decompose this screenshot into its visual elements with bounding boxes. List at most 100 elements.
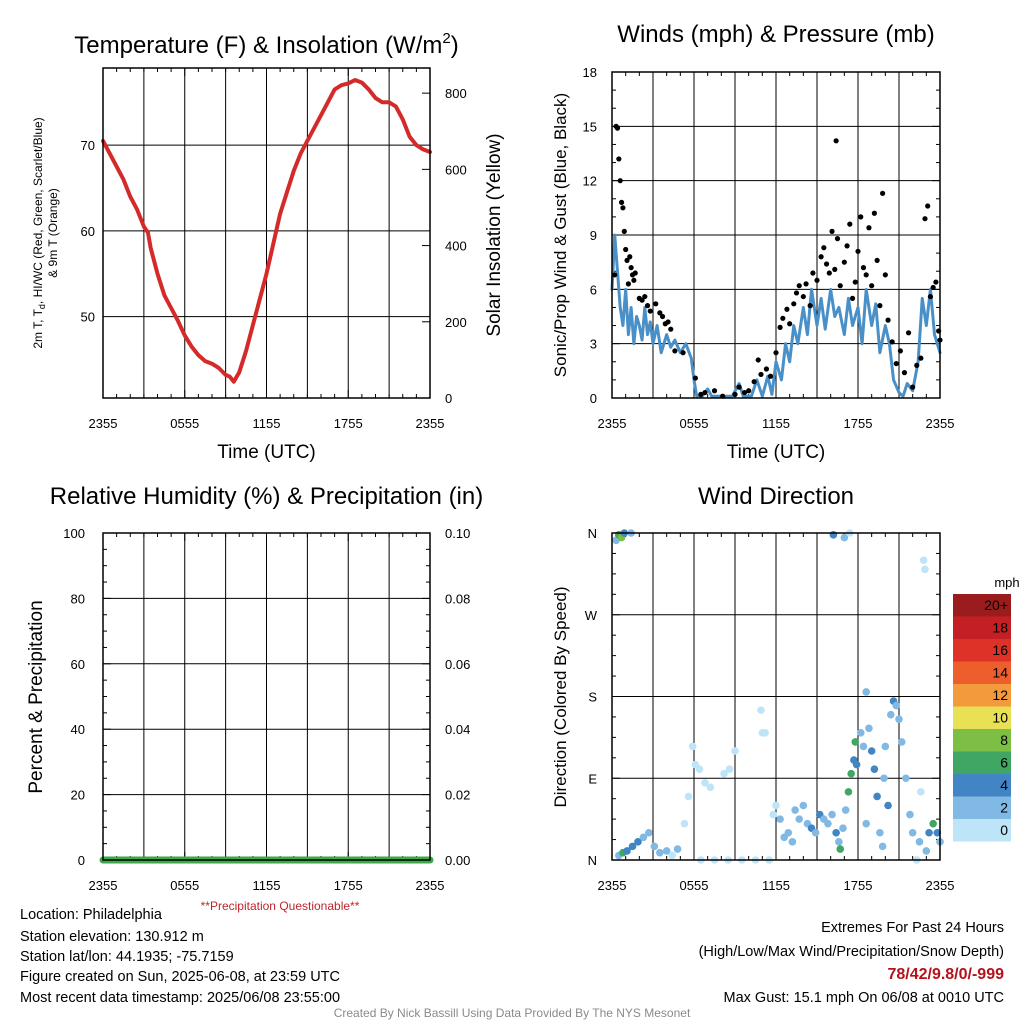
x-tick-label: 1155	[253, 878, 281, 893]
y2-tick-label: 0.06	[445, 657, 470, 672]
wind-direction-point	[662, 847, 671, 855]
wind-direction-point	[906, 810, 914, 819]
gust-point	[787, 321, 793, 327]
gust-point	[642, 293, 648, 300]
y2-tick-label: 600	[445, 162, 467, 177]
colorbar-label: 4	[1000, 777, 1008, 793]
gust-point	[763, 366, 770, 372]
gust-point	[627, 254, 633, 260]
gust-point	[877, 303, 883, 309]
x-tick-label: 1755	[844, 416, 873, 431]
gust-point	[800, 293, 806, 300]
x-tick-label: 1155	[762, 416, 790, 431]
gust-point	[855, 248, 861, 254]
chart-title: Wind Direction	[698, 483, 854, 510]
gust-point	[866, 225, 872, 231]
wind-direction-point	[895, 715, 903, 724]
wind-direction-point	[684, 792, 693, 801]
wind-direction-point	[680, 819, 689, 828]
wind-direction-point	[628, 842, 637, 851]
temperature-line	[101, 78, 432, 384]
y-tick-label: N	[588, 853, 597, 868]
gust-point	[741, 389, 748, 396]
gust-point	[618, 199, 625, 205]
colorbar-swatch	[953, 796, 1011, 819]
y-label-part: , HI/WC (Red, Green, Scarlet/Blue)	[31, 117, 45, 304]
x-tick-label: 2355	[926, 416, 955, 431]
gust-point	[653, 301, 659, 307]
y-tick-label: 15	[583, 119, 597, 134]
gust-point	[803, 281, 809, 287]
wind-direction-point	[701, 778, 709, 787]
y-tick-label: 80	[71, 591, 85, 606]
gust-point	[834, 236, 841, 242]
wind-direction-point	[791, 806, 799, 814]
y2-tick-label: 0	[445, 391, 452, 406]
gust-point	[746, 388, 752, 394]
colorbar-swatch	[953, 706, 1011, 729]
y2-tick-label: 400	[445, 239, 467, 254]
gust-point	[644, 303, 651, 309]
gust-point	[897, 348, 903, 354]
gust-point	[793, 290, 800, 296]
gust-point	[918, 355, 924, 361]
colorbar-label: 14	[992, 665, 1008, 681]
gust-point	[869, 283, 875, 289]
wind-direction-point	[725, 765, 734, 773]
gust-point	[885, 317, 891, 323]
wind-direction-point	[884, 801, 892, 810]
y-tick-label: 20	[71, 788, 85, 803]
wind-direction-point	[902, 774, 910, 783]
y-axis-label: Percent & Precipitation	[26, 600, 47, 793]
wind-direction-point	[839, 824, 847, 833]
wind-direction-point	[847, 769, 855, 778]
x-tick-label: 0555	[680, 416, 709, 431]
y-tick-label: 50	[81, 310, 95, 325]
extremes-values: 78/42/9.8/0/-999	[887, 966, 1004, 983]
wind-direction-point	[788, 838, 797, 846]
y2-tick-label: 0.10	[445, 526, 470, 541]
max-gust: Max Gust: 15.1 mph On 06/08 at 0010 UTC	[723, 990, 1004, 1006]
x-tick-label: 2355	[598, 878, 627, 893]
gust-point	[829, 228, 835, 234]
gust-point	[777, 324, 783, 330]
wind-direction-point	[844, 788, 853, 796]
gust-point	[823, 261, 830, 267]
y2-tick-label: 0.04	[445, 722, 470, 737]
y-tick-label: 12	[583, 174, 597, 189]
wind-direction-point	[925, 828, 933, 837]
wind-direction-point	[695, 765, 704, 773]
wind-direction-point	[836, 845, 845, 853]
gust-point	[631, 277, 637, 283]
gust-point	[614, 125, 621, 131]
gust-point	[826, 270, 832, 276]
gust-point	[758, 371, 764, 378]
x-tick-label: 0555	[170, 416, 199, 431]
gust-point	[796, 283, 802, 289]
footer-credit: Created By Nick Bassill Using Data Provi…	[333, 1006, 691, 1020]
gust-point	[905, 330, 912, 336]
plot-border	[611, 532, 941, 861]
x-axis-label: Time (UTC)	[727, 442, 826, 463]
x-tick-label: 1755	[844, 878, 873, 893]
gust-point	[639, 297, 645, 303]
wind-direction-point	[639, 833, 648, 842]
colorbar-swatch	[953, 639, 1011, 662]
x-tick-label: 2355	[926, 878, 955, 893]
wind-direction-point	[881, 742, 890, 751]
gust-point	[810, 270, 816, 276]
wind-direction-point	[688, 742, 697, 751]
colorbar-swatch	[953, 594, 1011, 617]
wind-direction-point	[870, 765, 879, 773]
colorbar-title: mph	[994, 575, 1019, 590]
wind-direction-point	[933, 828, 942, 837]
gust-point	[751, 379, 757, 385]
wind-direction-point	[668, 851, 676, 860]
gust-point	[665, 319, 671, 325]
wind-direction-point	[832, 828, 840, 837]
y2-tick-label: 0.08	[445, 591, 470, 606]
gust-point	[832, 266, 838, 273]
gust-point	[620, 205, 626, 211]
gust-point	[841, 259, 847, 265]
x-tick-label: 0555	[680, 878, 709, 893]
